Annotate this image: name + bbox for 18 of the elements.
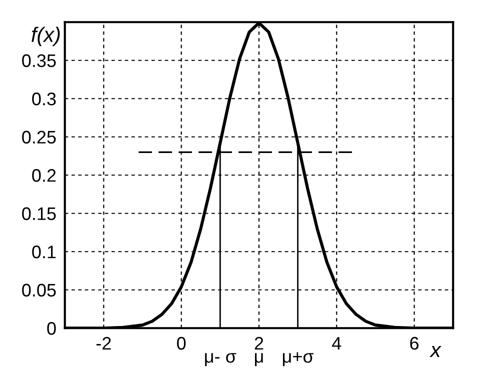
y-tick-label: 0	[47, 322, 56, 335]
y-tick-label: 0.2	[32, 169, 56, 182]
y-tick-label: 0.35	[22, 54, 56, 68]
y-tick-label: 0.25	[22, 130, 56, 144]
y-axis-title: f(x)	[32, 26, 60, 46]
x-tick-label: 4	[332, 337, 342, 350]
text: μ+σ	[282, 352, 314, 366]
x-tick-label: 0	[177, 336, 186, 350]
y-tick-label: 0.15	[22, 207, 56, 220]
y-tick-label: 0.1	[32, 246, 56, 258]
y-tick-label: 0.3	[32, 92, 56, 106]
text: μ- σ	[205, 353, 236, 366]
x-tick-label: 2	[254, 336, 264, 350]
x-tick-label: 6	[410, 336, 418, 350]
x-tick-label: -2	[96, 336, 111, 350]
x-axis-title: x	[430, 346, 442, 357]
y-tick-label: 0.05	[22, 284, 56, 297]
text: μ	[254, 353, 263, 366]
